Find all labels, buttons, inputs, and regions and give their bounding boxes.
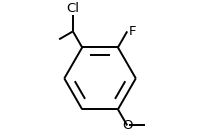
Text: O: O — [122, 119, 132, 132]
Text: Cl: Cl — [66, 2, 79, 15]
Text: F: F — [128, 25, 136, 38]
